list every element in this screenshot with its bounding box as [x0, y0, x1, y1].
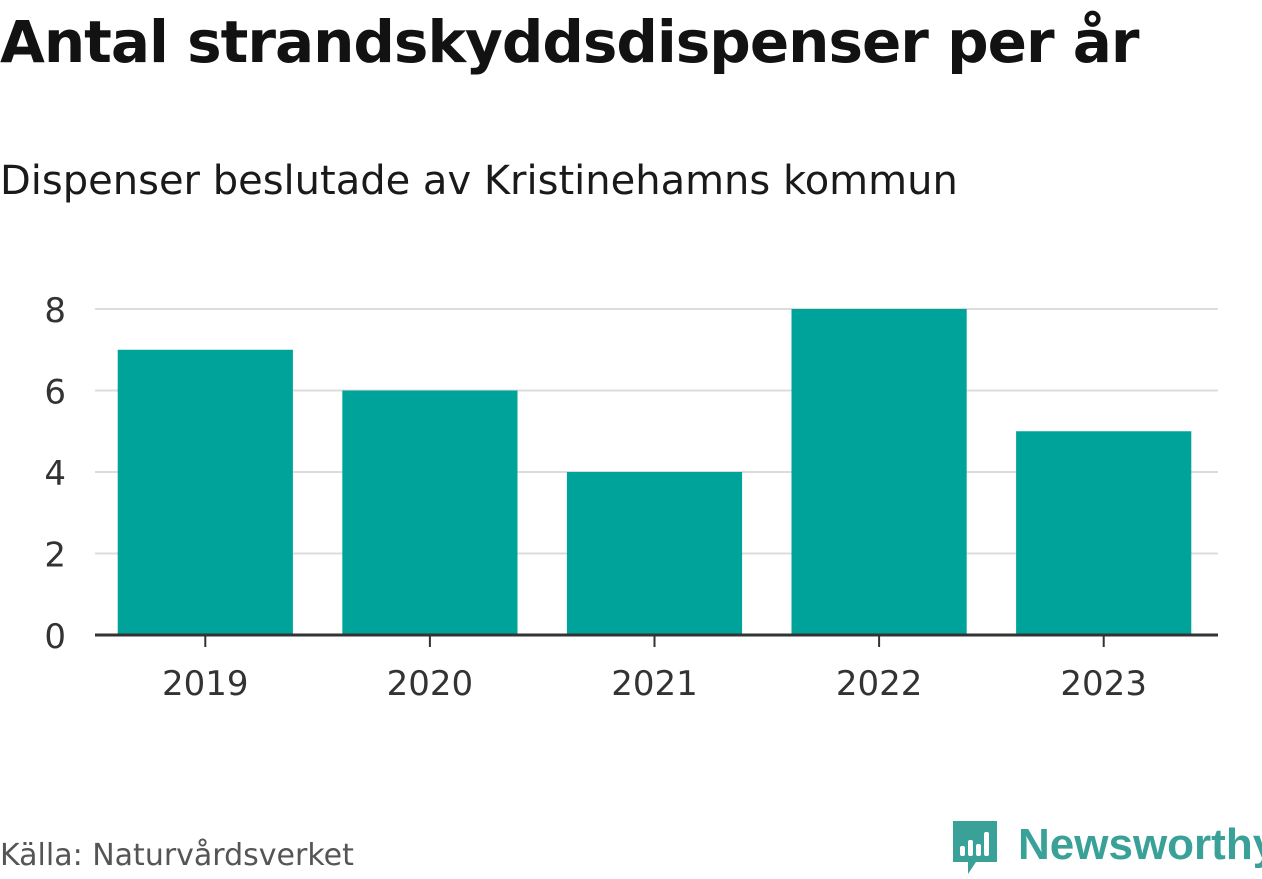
chart-title: Antal strandskyddsdispenser per år — [0, 8, 1139, 76]
y-tick-label: 8 — [44, 291, 66, 331]
brand-logo: Newsworthy — [950, 818, 1262, 878]
source-note: Källa: Naturvårdsverket — [0, 838, 354, 873]
bar-2021 — [566, 472, 743, 635]
brand-name: Newsworthy — [1018, 820, 1262, 869]
chart-subtitle: Dispenser beslutade av Kristinehamns kom… — [0, 158, 958, 204]
y-tick-label: 0 — [44, 617, 66, 657]
x-tick-label: 2022 — [836, 664, 923, 704]
y-axis-ticks: 0 2 4 6 8 — [44, 291, 66, 657]
bars — [117, 309, 1192, 635]
y-tick-label: 2 — [44, 536, 66, 576]
y-tick-label: 6 — [44, 373, 66, 413]
bar-2019 — [117, 349, 293, 635]
x-axis: 2019 2020 2021 2022 2023 — [95, 633, 1218, 704]
x-tick-label: 2023 — [1060, 664, 1147, 704]
x-tick-label: 2021 — [611, 664, 698, 704]
bar-2020 — [342, 390, 518, 635]
bar-2022 — [791, 309, 967, 635]
newsworthy-logo-icon — [953, 821, 997, 874]
x-tick-label: 2020 — [387, 664, 474, 704]
x-tick-label: 2019 — [162, 664, 249, 704]
y-tick-label: 4 — [44, 454, 66, 494]
bar-2023 — [1016, 431, 1192, 635]
